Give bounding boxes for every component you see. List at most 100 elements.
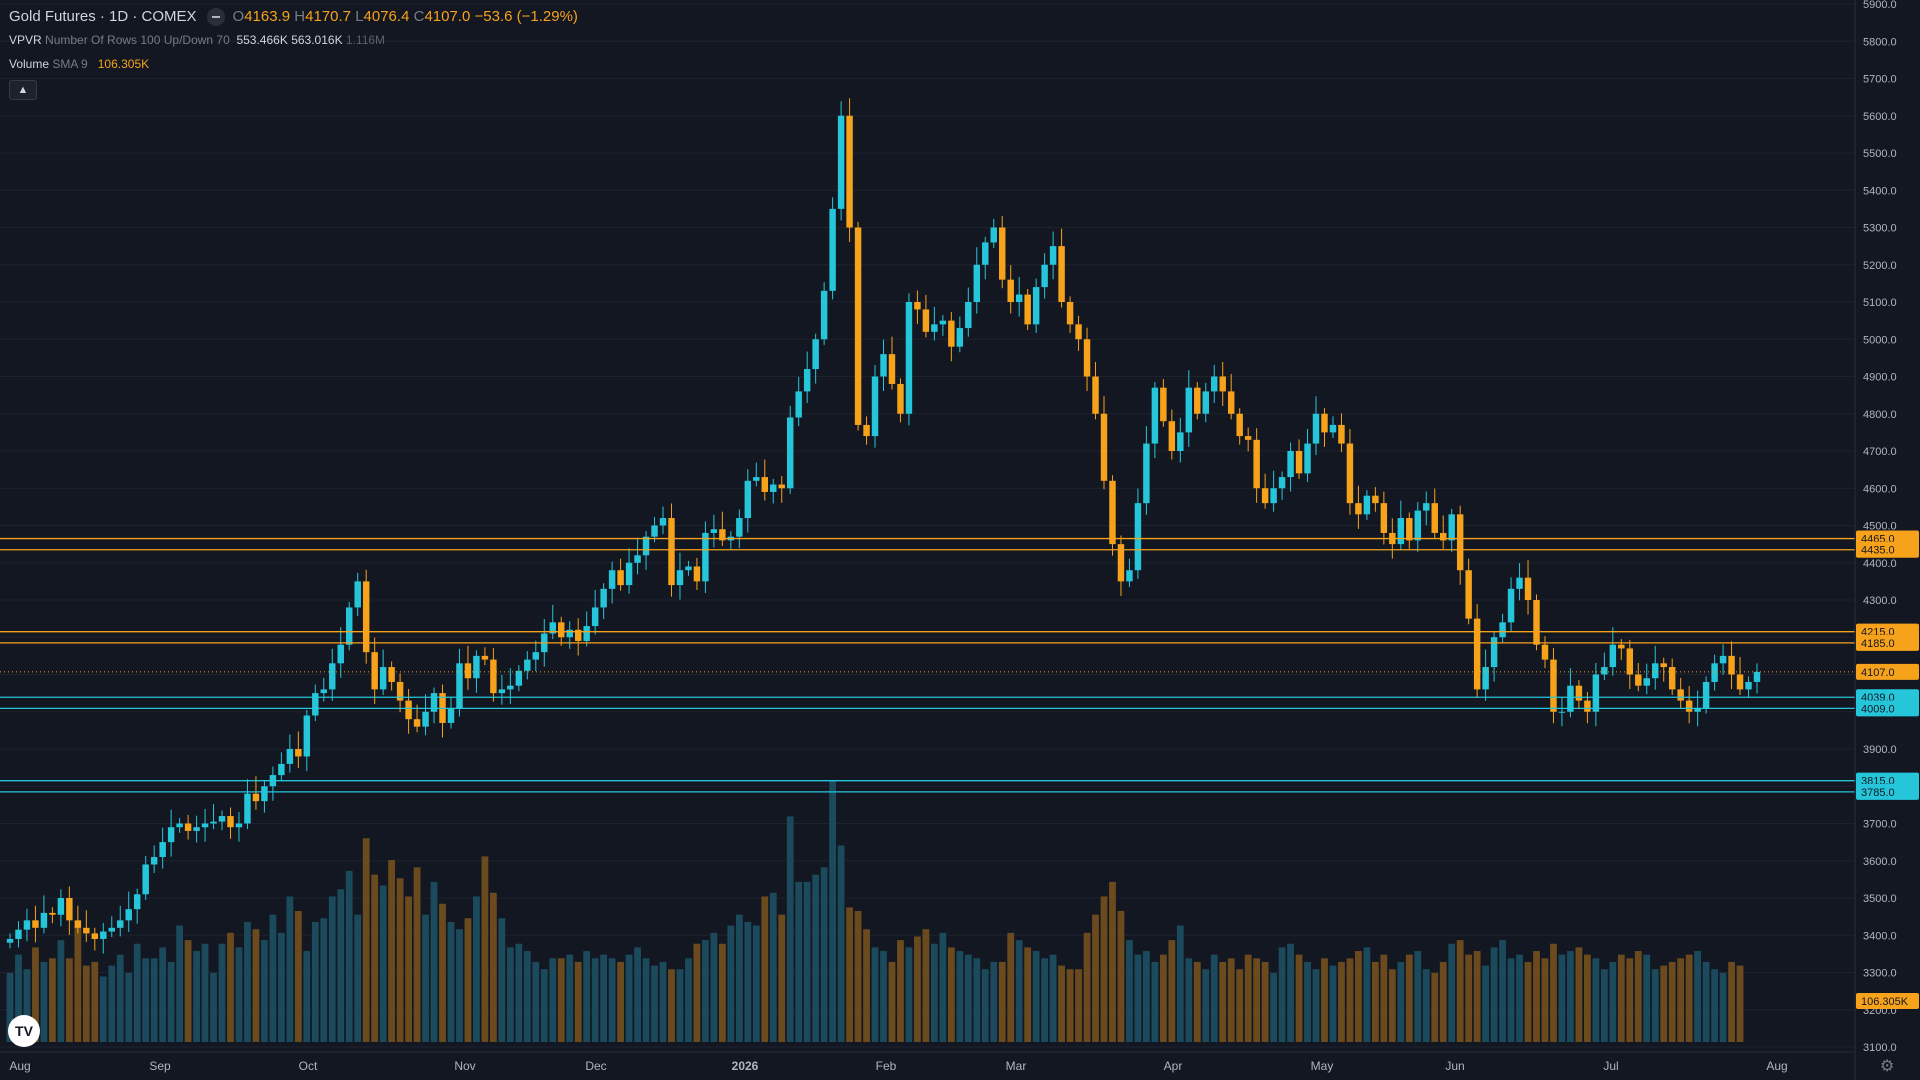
candle [1499, 622, 1506, 638]
volume-bar [176, 925, 184, 1042]
price-level-badge[interactable] [1856, 783, 1919, 800]
candle [329, 663, 336, 690]
candle [1618, 644, 1625, 649]
price-tick-label: 3300.0 [1863, 968, 1897, 980]
collapse-legend-button[interactable]: ▲ [9, 80, 37, 100]
candle [532, 652, 540, 660]
volume-value: 106.305K [97, 57, 150, 71]
price-tick-label: 3600.0 [1863, 856, 1897, 868]
candle [1244, 436, 1252, 440]
volume-bar [1668, 961, 1676, 1042]
candle [1694, 708, 1701, 712]
candle [498, 689, 506, 694]
candle [66, 898, 73, 921]
volume-legend[interactable]: Volume SMA 9 106.305K [9, 57, 149, 71]
candle [600, 588, 607, 608]
candle [1719, 655, 1727, 664]
candle [1083, 339, 1091, 377]
time-tick-label: Dec [585, 1059, 606, 1073]
volume-bar [1049, 954, 1057, 1042]
candle [74, 920, 82, 928]
volume-bar [1405, 954, 1413, 1042]
volume-bar [1711, 969, 1718, 1042]
candle [1736, 674, 1744, 690]
volume-bar [74, 925, 82, 1042]
candle [990, 227, 997, 243]
candle [982, 242, 989, 265]
volume-bar [1728, 961, 1735, 1042]
candle [1660, 663, 1667, 668]
eye-icon[interactable] [206, 8, 225, 27]
price-level-badge[interactable] [1856, 541, 1919, 558]
volume-bar [6, 972, 14, 1042]
symbol-title[interactable]: Gold Futures · 1D · COMEX [9, 8, 197, 25]
time-tick-label: 2026 [732, 1059, 759, 1073]
volume-bar [1151, 961, 1159, 1042]
price-tick-label: 3500.0 [1863, 893, 1897, 905]
candle [167, 827, 175, 843]
price-level-label: 4009.0 [1861, 703, 1895, 715]
volume-bar [990, 961, 998, 1042]
volume-bar [549, 958, 557, 1042]
price-level-badge[interactable] [1856, 700, 1919, 717]
candle [1448, 514, 1455, 541]
candle [235, 823, 243, 828]
candle [965, 302, 972, 329]
candle [1032, 287, 1040, 325]
volume-bar [167, 961, 175, 1042]
volume-bar [1066, 969, 1074, 1042]
candle [83, 927, 90, 934]
candle [1753, 671, 1761, 682]
volume-bar [600, 954, 608, 1042]
candle [829, 208, 836, 291]
volume-bar [1609, 961, 1617, 1042]
candle [1601, 667, 1608, 675]
candle [1346, 443, 1354, 504]
candle [659, 518, 667, 526]
price-tick-label: 5000.0 [1863, 334, 1897, 346]
candle [1100, 413, 1108, 481]
volume-bar [685, 958, 692, 1042]
candle [481, 655, 489, 660]
candle [1160, 387, 1167, 422]
tradingview-logo[interactable]: TV [8, 1015, 40, 1047]
price-tick-label: 5800.0 [1863, 36, 1897, 48]
volume-bar [803, 881, 811, 1042]
candle [515, 670, 523, 686]
volume-bar [930, 943, 938, 1042]
candle [591, 607, 599, 627]
gear-icon[interactable]: ⚙ [1880, 1058, 1895, 1075]
volume-bar [1533, 951, 1540, 1042]
candle [1278, 477, 1286, 489]
candle [1024, 294, 1031, 325]
chevron-up-icon: ▲ [17, 84, 29, 96]
volume-bar [583, 951, 591, 1042]
volume-bar [439, 903, 446, 1042]
volume-bar [193, 951, 200, 1042]
volume-bar [1677, 958, 1685, 1042]
candle [1533, 600, 1540, 645]
volume-bar [57, 940, 65, 1042]
volume-bar [998, 961, 1006, 1042]
volume-bar [1083, 932, 1091, 1042]
candle [973, 264, 981, 302]
candle [1431, 503, 1438, 533]
volume-bar [1736, 965, 1744, 1042]
volume-bar [591, 958, 599, 1042]
high-value: 4170.7 [305, 8, 352, 25]
vpvr-legend[interactable]: VPVR Number Of Rows 100 Up/Down 70 553.4… [9, 33, 385, 47]
candle [880, 354, 887, 377]
candle [812, 339, 819, 370]
candle [286, 749, 294, 764]
candle [396, 681, 404, 701]
volume-bar [1431, 972, 1439, 1042]
volume-bar [786, 816, 794, 1042]
price-level-badge[interactable] [1856, 663, 1919, 680]
candle [1363, 495, 1371, 515]
volume-bar [498, 918, 506, 1042]
volume-bar [617, 961, 624, 1042]
price-tick-label: 5900.0 [1863, 0, 1897, 11]
volume-bar [464, 918, 472, 1042]
price-level-badge[interactable] [1856, 634, 1919, 651]
